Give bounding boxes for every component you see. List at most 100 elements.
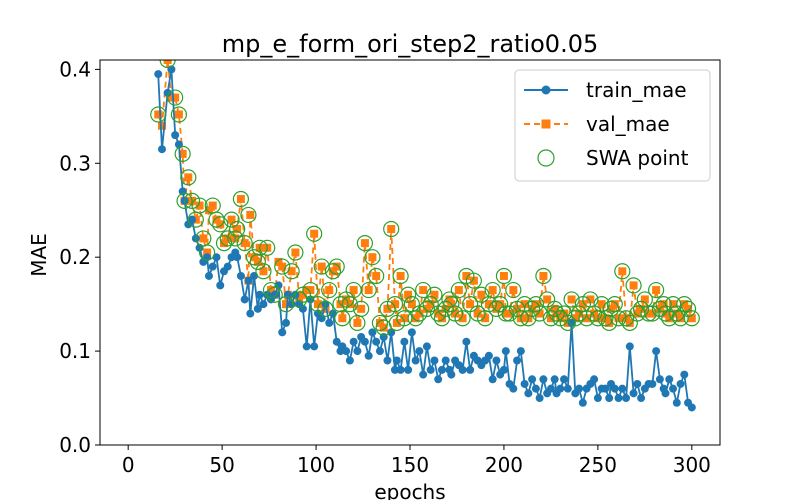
train-mae-point <box>171 131 180 140</box>
val-mae-point <box>582 314 591 323</box>
swa-point <box>219 230 236 247</box>
val-mae-point <box>227 215 236 224</box>
swa-point <box>679 300 697 317</box>
y-tick-label: 0.1 <box>59 339 91 363</box>
swa-point <box>495 267 513 285</box>
val-mae-point <box>466 300 475 309</box>
train-mae-point <box>392 356 401 365</box>
legend-box <box>514 69 711 182</box>
swa-point <box>418 300 436 317</box>
train-mae-point <box>652 347 661 356</box>
swa-point <box>492 296 509 313</box>
train-mae-point <box>426 365 435 374</box>
swa-point <box>640 305 657 322</box>
swa-point <box>535 267 552 285</box>
train-mae-point <box>605 394 614 403</box>
val-mae-point <box>672 309 681 318</box>
swa-point <box>249 253 266 270</box>
swa-point <box>229 220 246 238</box>
train-mae-point <box>372 337 381 346</box>
swa-point <box>266 286 283 303</box>
train-mae-point <box>520 379 529 388</box>
val-mae-point <box>571 314 580 323</box>
val-mae-point <box>195 201 204 210</box>
swa-point <box>386 296 404 313</box>
val-mae-point <box>345 300 354 309</box>
swa-point <box>240 206 257 224</box>
swa-point <box>245 249 263 266</box>
val-mae-point <box>462 271 471 280</box>
val-mae-point <box>203 248 212 257</box>
train-mae-point <box>246 309 255 318</box>
x-tick-label: 100 <box>297 453 335 477</box>
train-mae-point <box>342 347 351 356</box>
train-mae-point <box>441 356 450 365</box>
val-mae-point <box>550 304 559 313</box>
swa-point <box>262 281 280 299</box>
train-mae-point <box>368 328 377 337</box>
val-mae-point <box>454 286 463 295</box>
val-mae-point <box>266 286 275 295</box>
train-mae-point <box>633 379 642 388</box>
val-mae-point <box>430 290 439 299</box>
train-mae-point <box>622 394 631 403</box>
tick-layer: 0 50 100 150 200 250 300 0.0 0.1 0.2 0.3 0.4 <box>59 57 711 477</box>
train-mae-point <box>387 328 396 337</box>
val-mae-point <box>648 309 657 318</box>
train-mae-point <box>524 389 533 398</box>
val-mae-point <box>246 210 255 219</box>
val-mae-point <box>379 323 388 332</box>
train-mae-point <box>680 370 689 379</box>
train-mae-point <box>560 375 569 384</box>
train-mae-point <box>282 318 290 327</box>
swa-point <box>302 281 319 299</box>
train-mae-point <box>407 328 416 337</box>
val-mae-point <box>278 262 287 271</box>
swa-point <box>259 239 276 256</box>
val-mae-point <box>477 290 486 299</box>
val-mae-point <box>687 314 696 323</box>
swa-point <box>563 291 580 308</box>
swa-point <box>328 258 345 275</box>
train-mae-point <box>415 347 424 356</box>
val-mae-point <box>578 300 587 309</box>
train-mae-point <box>278 328 287 337</box>
val-mae-point <box>411 314 420 323</box>
train-mae-point <box>419 370 428 379</box>
swa-point <box>625 277 642 294</box>
train-mae-point <box>516 347 525 356</box>
train-mae-point <box>687 403 696 412</box>
train-mae-point <box>244 276 253 285</box>
legend-swa-marker <box>537 149 555 167</box>
swa-point <box>317 300 334 317</box>
train-mae-point <box>665 375 674 384</box>
swa-point <box>236 235 253 252</box>
train-mae-point <box>610 384 619 393</box>
swa-point <box>548 305 565 322</box>
train-mae-point <box>618 384 627 393</box>
train-mae-point <box>208 262 217 271</box>
swa-point <box>655 296 672 313</box>
val-mae-point <box>400 314 409 323</box>
swa-point <box>223 211 240 228</box>
swa-point <box>353 300 370 317</box>
val-mae-point <box>605 318 614 327</box>
val-mae-point <box>633 309 642 318</box>
val-mae-point <box>496 300 505 309</box>
train-mae-point <box>255 290 264 299</box>
val-mae-point <box>407 300 416 309</box>
legend-val-marker <box>541 119 551 129</box>
val-mae-point <box>220 239 228 248</box>
val-mae-point <box>287 267 296 276</box>
swa-point <box>232 190 250 208</box>
val-mae-point <box>492 304 501 313</box>
val-mae-point <box>590 309 599 318</box>
val-mae-point <box>665 314 674 323</box>
train-mae-point <box>430 356 439 365</box>
x-tick-label: 150 <box>391 453 429 477</box>
swa-point <box>306 225 323 242</box>
train-mae-point <box>546 384 555 393</box>
val-mae-point <box>629 281 638 290</box>
val-mae-point <box>473 309 482 318</box>
val-mae-point <box>282 300 290 309</box>
